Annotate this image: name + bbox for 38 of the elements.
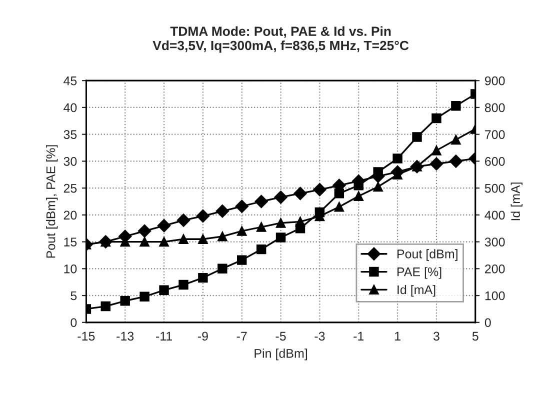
x-axis-title: Pin [dBm]	[254, 348, 307, 360]
y2-axis-title: Id [mA]	[510, 182, 522, 220]
y2-tick-label: 800	[484, 103, 505, 112]
x-tick-label: -3	[314, 332, 325, 341]
x-tick-label: -15	[78, 332, 95, 341]
y2-tick-label: 500	[484, 184, 505, 193]
y-tick-label: 15	[64, 238, 77, 246]
y-tick-label: 5	[70, 291, 77, 300]
y2-tick-label: 600	[485, 157, 505, 166]
x-tick-label: 1	[395, 332, 400, 340]
legend-label: Pout [dBm]	[397, 249, 458, 261]
y-tick-label: 0	[70, 318, 77, 328]
y-tick-label: 35	[64, 130, 77, 139]
x-tick-label: -13	[116, 332, 134, 341]
y2-tick-label: 0	[484, 318, 491, 328]
x-tick-label: 5	[472, 332, 478, 341]
y2-tick-label: 700	[485, 130, 505, 139]
legend-label: PAE [%]	[397, 267, 442, 279]
legend-label: Id [mA]	[398, 284, 436, 297]
x-tick-label: -1	[354, 332, 364, 340]
y2-tick-label: 900	[484, 76, 505, 86]
y-tick-label: 40	[64, 103, 77, 112]
y-tick-label: 20	[64, 210, 77, 220]
y-tick-label: 10	[64, 264, 77, 274]
y-tick-label: 25	[64, 184, 77, 193]
x-tick-label: -7	[236, 332, 247, 340]
x-tick-label: -11	[156, 332, 172, 340]
x-tick-label: 3	[433, 332, 440, 341]
y2-tick-label: 100	[485, 291, 505, 300]
x-tick-label: -9	[198, 332, 208, 341]
y2-tick-label: 400	[484, 210, 505, 220]
x-tick-label: -5	[276, 332, 286, 341]
y-tick-label: 30	[64, 157, 77, 166]
y2-tick-label: 200	[485, 264, 505, 274]
y2-tick-label: 300	[484, 238, 505, 246]
y-axis-title: Pout [dBm], PAE [%]	[46, 145, 58, 258]
y-tick-label: 45	[64, 76, 77, 86]
chart-title: TDMA Mode: Pout, PAE & Id vs. Pin Vd=3,5V, Iq=300mA, f=836,5 MHz, T=25°C	[152, 26, 409, 53]
